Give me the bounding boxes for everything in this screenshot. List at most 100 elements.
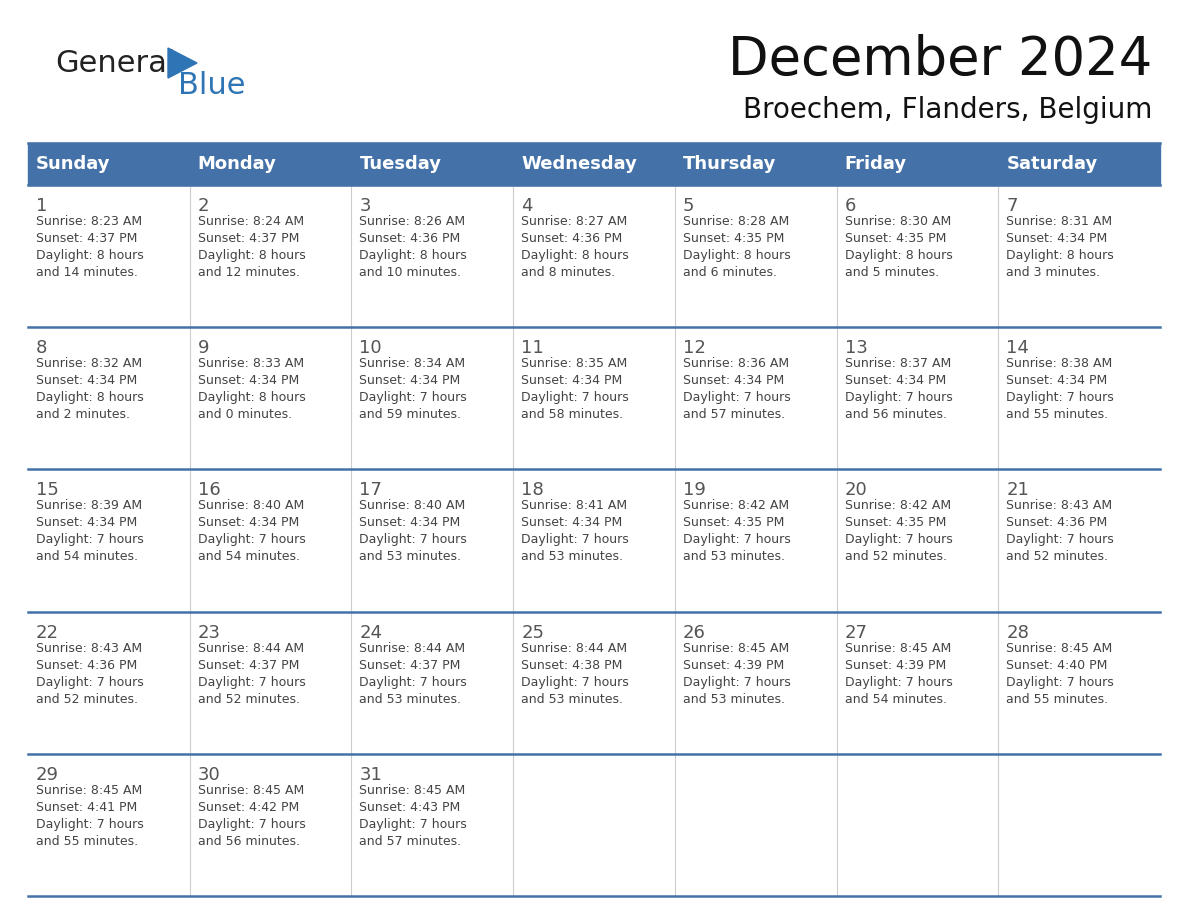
Text: Daylight: 7 hours: Daylight: 7 hours [197, 676, 305, 688]
Text: Sunrise: 8:37 AM: Sunrise: 8:37 AM [845, 357, 950, 370]
Text: Daylight: 7 hours: Daylight: 7 hours [360, 533, 467, 546]
Text: 21: 21 [1006, 481, 1029, 499]
Text: Daylight: 7 hours: Daylight: 7 hours [845, 391, 953, 404]
Text: Daylight: 7 hours: Daylight: 7 hours [360, 818, 467, 831]
Text: Sunset: 4:35 PM: Sunset: 4:35 PM [845, 232, 946, 245]
Text: 30: 30 [197, 766, 221, 784]
Text: Sunset: 4:40 PM: Sunset: 4:40 PM [1006, 658, 1107, 672]
Text: Sunset: 4:43 PM: Sunset: 4:43 PM [360, 800, 461, 813]
Text: Daylight: 7 hours: Daylight: 7 hours [360, 676, 467, 688]
Text: Sunset: 4:34 PM: Sunset: 4:34 PM [522, 375, 623, 387]
Text: and 55 minutes.: and 55 minutes. [36, 834, 138, 848]
Text: December 2024: December 2024 [728, 34, 1152, 86]
Text: Sunrise: 8:44 AM: Sunrise: 8:44 AM [197, 642, 304, 655]
Text: Sunday: Sunday [36, 155, 110, 173]
Text: 20: 20 [845, 481, 867, 499]
Bar [29, 469, 1159, 611]
Text: and 53 minutes.: and 53 minutes. [360, 692, 461, 706]
Text: 2: 2 [197, 197, 209, 215]
Text: Sunrise: 8:40 AM: Sunrise: 8:40 AM [197, 499, 304, 512]
Text: Sunset: 4:34 PM: Sunset: 4:34 PM [522, 517, 623, 530]
Text: Daylight: 7 hours: Daylight: 7 hours [522, 676, 628, 688]
Text: Monday: Monday [197, 155, 277, 173]
Text: and 53 minutes.: and 53 minutes. [522, 551, 624, 564]
Text: Sunrise: 8:34 AM: Sunrise: 8:34 AM [360, 357, 466, 370]
Text: Tuesday: Tuesday [360, 155, 442, 173]
Text: Sunrise: 8:45 AM: Sunrise: 8:45 AM [197, 784, 304, 797]
Text: and 2 minutes.: and 2 minutes. [36, 409, 129, 421]
Text: and 10 minutes.: and 10 minutes. [360, 266, 461, 279]
Text: and 52 minutes.: and 52 minutes. [1006, 551, 1108, 564]
Text: and 5 minutes.: and 5 minutes. [845, 266, 939, 279]
Text: Sunset: 4:37 PM: Sunset: 4:37 PM [197, 658, 299, 672]
Text: Daylight: 7 hours: Daylight: 7 hours [1006, 391, 1114, 404]
Text: 31: 31 [360, 766, 383, 784]
Text: and 54 minutes.: and 54 minutes. [197, 551, 299, 564]
Text: Sunset: 4:41 PM: Sunset: 4:41 PM [36, 800, 138, 813]
Text: Broechem, Flanders, Belgium: Broechem, Flanders, Belgium [742, 96, 1152, 124]
Text: Sunrise: 8:39 AM: Sunrise: 8:39 AM [36, 499, 143, 512]
Text: Sunrise: 8:42 AM: Sunrise: 8:42 AM [845, 499, 950, 512]
Text: Daylight: 8 hours: Daylight: 8 hours [683, 249, 790, 262]
Text: Daylight: 7 hours: Daylight: 7 hours [197, 818, 305, 831]
Text: 7: 7 [1006, 197, 1018, 215]
Text: Daylight: 7 hours: Daylight: 7 hours [1006, 533, 1114, 546]
Text: Sunset: 4:34 PM: Sunset: 4:34 PM [36, 375, 138, 387]
Text: and 56 minutes.: and 56 minutes. [845, 409, 947, 421]
Text: and 56 minutes.: and 56 minutes. [197, 834, 299, 848]
Text: and 3 minutes.: and 3 minutes. [1006, 266, 1100, 279]
Text: Sunset: 4:34 PM: Sunset: 4:34 PM [197, 517, 299, 530]
Text: and 57 minutes.: and 57 minutes. [683, 409, 785, 421]
Text: 29: 29 [36, 766, 59, 784]
Text: Sunset: 4:34 PM: Sunset: 4:34 PM [683, 375, 784, 387]
Text: Daylight: 7 hours: Daylight: 7 hours [522, 391, 628, 404]
Text: and 12 minutes.: and 12 minutes. [197, 266, 299, 279]
Text: Wednesday: Wednesday [522, 155, 637, 173]
Text: and 53 minutes.: and 53 minutes. [522, 692, 624, 706]
Text: Sunset: 4:42 PM: Sunset: 4:42 PM [197, 800, 299, 813]
Text: Thursday: Thursday [683, 155, 776, 173]
Text: 12: 12 [683, 339, 706, 357]
Text: Sunrise: 8:38 AM: Sunrise: 8:38 AM [1006, 357, 1112, 370]
Text: Daylight: 7 hours: Daylight: 7 hours [36, 818, 144, 831]
Text: 8: 8 [36, 339, 48, 357]
Text: Sunrise: 8:33 AM: Sunrise: 8:33 AM [197, 357, 304, 370]
Text: Daylight: 7 hours: Daylight: 7 hours [36, 676, 144, 688]
Text: and 58 minutes.: and 58 minutes. [522, 409, 624, 421]
Text: 5: 5 [683, 197, 694, 215]
Text: and 53 minutes.: and 53 minutes. [683, 551, 785, 564]
Text: Sunrise: 8:31 AM: Sunrise: 8:31 AM [1006, 215, 1112, 228]
Text: Sunset: 4:34 PM: Sunset: 4:34 PM [360, 517, 461, 530]
Text: Sunset: 4:34 PM: Sunset: 4:34 PM [360, 375, 461, 387]
Text: Blue: Blue [178, 72, 246, 100]
Text: 13: 13 [845, 339, 867, 357]
Text: and 57 minutes.: and 57 minutes. [360, 834, 462, 848]
Text: Daylight: 8 hours: Daylight: 8 hours [360, 249, 467, 262]
Text: Sunrise: 8:30 AM: Sunrise: 8:30 AM [845, 215, 950, 228]
Bar [29, 327, 1159, 469]
Text: Saturday: Saturday [1006, 155, 1098, 173]
Text: 14: 14 [1006, 339, 1029, 357]
Text: Sunrise: 8:45 AM: Sunrise: 8:45 AM [360, 784, 466, 797]
Text: Sunrise: 8:45 AM: Sunrise: 8:45 AM [683, 642, 789, 655]
Text: and 0 minutes.: and 0 minutes. [197, 409, 292, 421]
Text: and 14 minutes.: and 14 minutes. [36, 266, 138, 279]
Text: 19: 19 [683, 481, 706, 499]
Text: Daylight: 7 hours: Daylight: 7 hours [360, 391, 467, 404]
Text: Sunset: 4:36 PM: Sunset: 4:36 PM [360, 232, 461, 245]
Text: Sunrise: 8:32 AM: Sunrise: 8:32 AM [36, 357, 143, 370]
Text: Daylight: 7 hours: Daylight: 7 hours [197, 533, 305, 546]
Text: Daylight: 7 hours: Daylight: 7 hours [1006, 676, 1114, 688]
Text: Sunrise: 8:40 AM: Sunrise: 8:40 AM [360, 499, 466, 512]
Text: Daylight: 8 hours: Daylight: 8 hours [36, 391, 144, 404]
Text: and 8 minutes.: and 8 minutes. [522, 266, 615, 279]
Text: and 55 minutes.: and 55 minutes. [1006, 692, 1108, 706]
Text: Daylight: 8 hours: Daylight: 8 hours [197, 391, 305, 404]
Text: Sunrise: 8:43 AM: Sunrise: 8:43 AM [36, 642, 143, 655]
Text: Sunrise: 8:35 AM: Sunrise: 8:35 AM [522, 357, 627, 370]
Text: Sunrise: 8:28 AM: Sunrise: 8:28 AM [683, 215, 789, 228]
Text: Sunrise: 8:23 AM: Sunrise: 8:23 AM [36, 215, 143, 228]
Bar [29, 143, 1159, 185]
Text: Sunset: 4:34 PM: Sunset: 4:34 PM [1006, 375, 1107, 387]
Text: Sunset: 4:34 PM: Sunset: 4:34 PM [1006, 232, 1107, 245]
